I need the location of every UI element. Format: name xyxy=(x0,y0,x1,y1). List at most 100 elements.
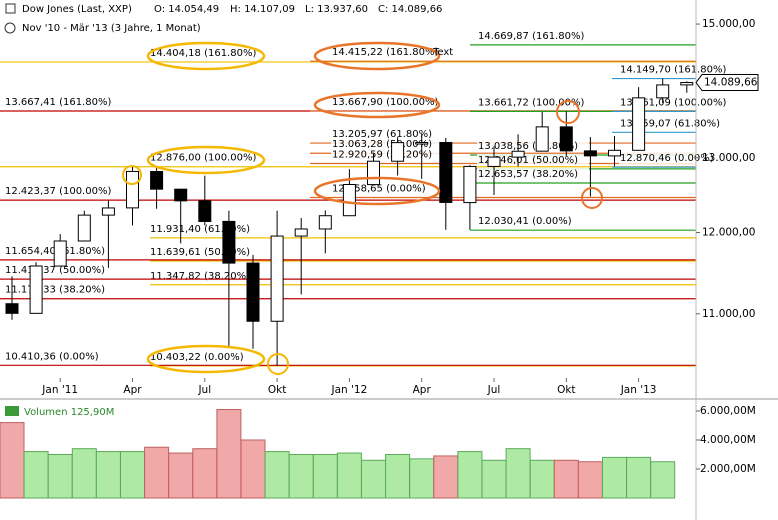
fib-label: 14.404,18 (161.80%) xyxy=(150,48,256,59)
x-tick-label: Jan '11 xyxy=(41,384,78,396)
fib-label-bg xyxy=(149,151,261,164)
y-tick-label: 12.000,00 xyxy=(702,227,755,239)
highlight-circle xyxy=(267,353,289,375)
candle-body xyxy=(559,126,573,152)
highlight-ellipse xyxy=(313,176,441,206)
volume-bar xyxy=(120,451,145,499)
fib-label-bg xyxy=(619,96,731,109)
fib-label: 13.661,72 (100.00%) xyxy=(478,97,584,108)
volume-bar xyxy=(0,422,25,499)
fib-label: 11.639,61 (50.00%) xyxy=(150,247,250,258)
candle-body xyxy=(270,235,284,322)
volume-bar xyxy=(433,455,459,499)
volume-bar xyxy=(47,453,73,499)
fib-label: 13.661,09 (100.00%) xyxy=(620,97,726,108)
highlight-circle xyxy=(556,100,580,124)
volume-bar xyxy=(577,461,603,499)
candle-body xyxy=(101,207,115,216)
volume-bar xyxy=(264,451,290,499)
volume-bar xyxy=(409,458,435,499)
y-tick-label: 13.000,00 xyxy=(702,152,755,164)
fib-label: 11.931,40 (61.80%) xyxy=(150,224,250,235)
fib-label: 12.920,59 (38.20%) xyxy=(332,149,432,160)
candle-body xyxy=(680,82,694,86)
fib-label: 12.030,41 (0.00%) xyxy=(478,216,572,227)
volume-bar xyxy=(505,448,531,499)
clock-icon xyxy=(4,22,16,34)
candle-body xyxy=(608,149,621,157)
candle-body xyxy=(150,171,164,190)
fib-label-bg xyxy=(477,167,589,180)
volume-bar xyxy=(602,456,627,499)
fib-label-bg xyxy=(4,350,116,363)
volume-tick-label: 6.000,00M xyxy=(700,405,756,417)
x-tick-label: Jul xyxy=(487,384,501,396)
highlight-ellipse xyxy=(146,41,266,71)
candle-body xyxy=(5,303,19,314)
x-tick-label: Apr xyxy=(123,384,142,396)
x-tick-label: Jan '13 xyxy=(620,384,657,396)
fib-label: 10.410,36 (0.00%) xyxy=(5,351,99,362)
fib-label-bg xyxy=(477,215,589,228)
header-ohlc: L: 13.937,60 xyxy=(305,4,368,15)
fib-label-bg xyxy=(331,148,443,161)
volume-bar xyxy=(650,461,676,499)
fib-label-bg xyxy=(331,46,443,59)
volume-bar xyxy=(457,451,483,499)
highlight-ellipse xyxy=(313,41,441,71)
volume-bar xyxy=(553,459,579,499)
candle-body xyxy=(77,214,91,242)
fib-label: 13.038,56 (61.80%) xyxy=(478,141,578,152)
fib-label: 13.063,28 (50.00%) xyxy=(332,139,432,150)
candle-body xyxy=(415,142,429,145)
highlight-ellipse xyxy=(146,344,266,374)
candle-layer xyxy=(5,78,694,366)
fib-label-bg xyxy=(477,29,589,42)
y-tick-label: 11.000,00 xyxy=(702,308,755,320)
last-price-tag xyxy=(695,74,759,92)
header-ohlc: C: 14.089,66 xyxy=(378,4,442,15)
volume-bar xyxy=(216,409,242,499)
candle-body xyxy=(126,170,139,209)
annotation: Text xyxy=(432,47,453,58)
fib-label-bg xyxy=(149,350,261,363)
candle-body xyxy=(391,142,405,162)
last-price-label: 14.089,66 xyxy=(704,77,758,89)
candle-body xyxy=(29,265,43,314)
volume-bar xyxy=(385,453,411,499)
fib-label-bg xyxy=(331,95,443,108)
fib-label: 11.179,33 (38.20%) xyxy=(5,285,105,296)
volume-bar xyxy=(192,448,218,499)
candle-body xyxy=(53,240,67,267)
candle-body xyxy=(246,262,260,322)
x-tick-label: Okt xyxy=(557,384,575,396)
candle-body xyxy=(656,84,670,99)
fib-label-bg xyxy=(4,95,116,108)
candle-body xyxy=(511,150,525,158)
fib-label: 12.458,65 (0.00%) xyxy=(332,183,426,194)
x-tick-label: Jul xyxy=(197,384,211,396)
candle-body xyxy=(439,142,453,203)
fib-label: 13.667,41 (161.80%) xyxy=(5,97,111,108)
volume-bar xyxy=(312,453,338,499)
volume-bar xyxy=(23,451,49,499)
volume-label: Volumen 125,90M xyxy=(24,407,114,418)
fib-label: 14.149,70 (161.80%) xyxy=(620,65,726,76)
x-tick-label: Jan '12 xyxy=(331,384,368,396)
volume-tick-label: 4.000,00M xyxy=(700,434,756,446)
fib-label: 11.347,82 (38.20%) xyxy=(150,271,250,282)
candle-body xyxy=(342,184,356,217)
fib-label-bg xyxy=(477,96,589,109)
fib-label-bg xyxy=(477,153,589,166)
candle-body xyxy=(174,188,188,202)
candle-body xyxy=(318,215,332,230)
fib-label-bg xyxy=(331,138,443,151)
header-title: Dow Jones (Last, XXP) xyxy=(22,4,132,15)
volume-bar xyxy=(144,446,170,499)
candle-body xyxy=(535,126,549,152)
volume-icon xyxy=(5,406,19,416)
volume-bar xyxy=(361,459,386,499)
highlight-ellipse xyxy=(146,145,266,175)
candle-body xyxy=(198,200,212,222)
fib-label: 10.403,22 (0.00%) xyxy=(150,352,244,363)
